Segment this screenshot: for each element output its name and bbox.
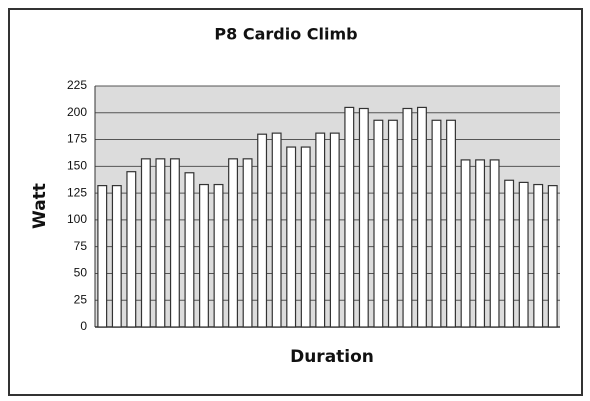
bar <box>300 146 311 328</box>
bar <box>126 171 137 328</box>
bar <box>184 172 195 328</box>
bar <box>402 107 413 328</box>
bar <box>387 119 398 328</box>
bar <box>155 158 166 328</box>
bar <box>242 158 253 328</box>
y-tick-label: 125 <box>67 185 87 199</box>
x-axis-title: Duration <box>290 347 374 367</box>
bar <box>213 183 224 328</box>
bar <box>431 119 442 328</box>
chart-title: P8 Cardio Climb <box>214 25 357 44</box>
bar <box>228 158 239 328</box>
bar <box>373 119 384 328</box>
bar <box>460 159 471 328</box>
bar <box>199 183 209 328</box>
bar <box>489 159 500 328</box>
bar <box>271 132 282 328</box>
y-axis-title: Watt <box>30 183 50 229</box>
y-tick-label: 225 <box>67 78 87 92</box>
bar <box>257 133 268 328</box>
bar <box>446 119 456 328</box>
bar <box>358 107 369 328</box>
bar <box>329 132 340 328</box>
bar <box>344 106 355 328</box>
y-tick-label: 100 <box>67 212 87 226</box>
y-tick-label: 0 <box>80 319 87 333</box>
y-tick-label: 150 <box>67 159 87 173</box>
bar <box>97 185 108 328</box>
bar <box>416 106 427 328</box>
bar <box>518 181 529 328</box>
bar <box>533 183 544 328</box>
bar <box>111 185 122 328</box>
y-tick-label: 50 <box>74 266 88 280</box>
y-tick-label: 175 <box>67 132 87 146</box>
y-tick-label: 200 <box>67 105 87 119</box>
bar <box>547 185 558 328</box>
bar <box>286 146 297 328</box>
bar <box>475 159 486 328</box>
y-tick-label: 25 <box>74 292 88 306</box>
bar <box>169 158 180 328</box>
bar <box>140 158 151 328</box>
bar <box>504 179 515 328</box>
bar <box>315 132 326 328</box>
y-tick-label: 75 <box>74 239 88 253</box>
